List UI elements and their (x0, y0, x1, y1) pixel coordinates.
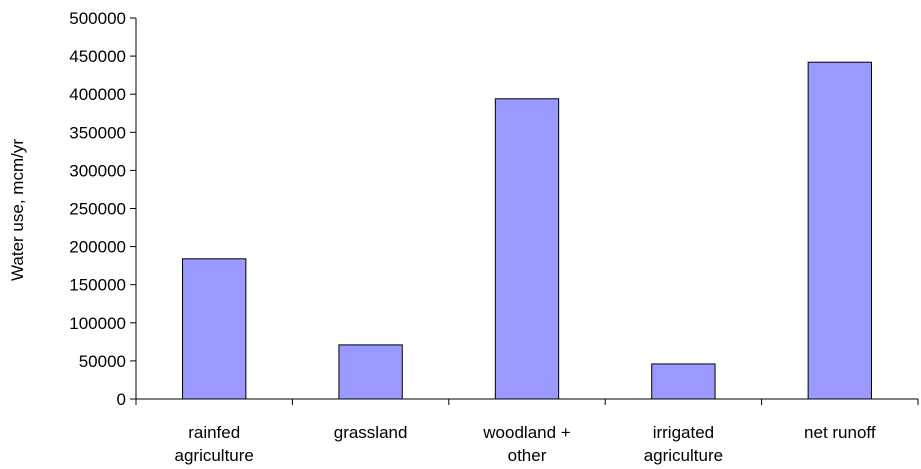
y-axis: 0 50000 100000 150000 200000 250000 300000 3500… (69, 9, 136, 409)
y-tick-label: 450000 (69, 47, 126, 66)
y-tick-label: 200000 (69, 238, 126, 257)
y-tick-label: 300000 (69, 161, 126, 180)
bar (652, 364, 715, 399)
bar (495, 99, 558, 399)
bar (183, 259, 246, 399)
x-category-label: irrigated (653, 423, 714, 442)
y-tick-label: 400000 (69, 85, 126, 104)
x-category-label: grassland (334, 423, 408, 442)
x-category-label: agriculture (175, 446, 254, 465)
bar (339, 345, 402, 399)
x-category-label: woodland + (482, 423, 571, 442)
y-tick-label: 500000 (69, 9, 126, 28)
y-tick-label: 350000 (69, 123, 126, 142)
category-labels: rainfed agriculture grassland woodland + oth… (175, 423, 876, 465)
y-tick-label: 100000 (69, 314, 126, 333)
y-tick-label: 250000 (69, 200, 126, 219)
y-tick-label: 0 (117, 390, 126, 409)
x-category-label: net runoff (804, 423, 876, 442)
x-axis (136, 399, 918, 405)
y-tick-label: 150000 (69, 276, 126, 295)
x-category-label: rainfed (188, 423, 240, 442)
bar (808, 62, 871, 399)
y-axis-title: Water use, mcm/yr (8, 139, 27, 281)
x-category-label: other (508, 446, 547, 465)
bars (183, 62, 872, 399)
y-tick-label: 50000 (79, 352, 126, 371)
x-category-label: agriculture (644, 446, 723, 465)
